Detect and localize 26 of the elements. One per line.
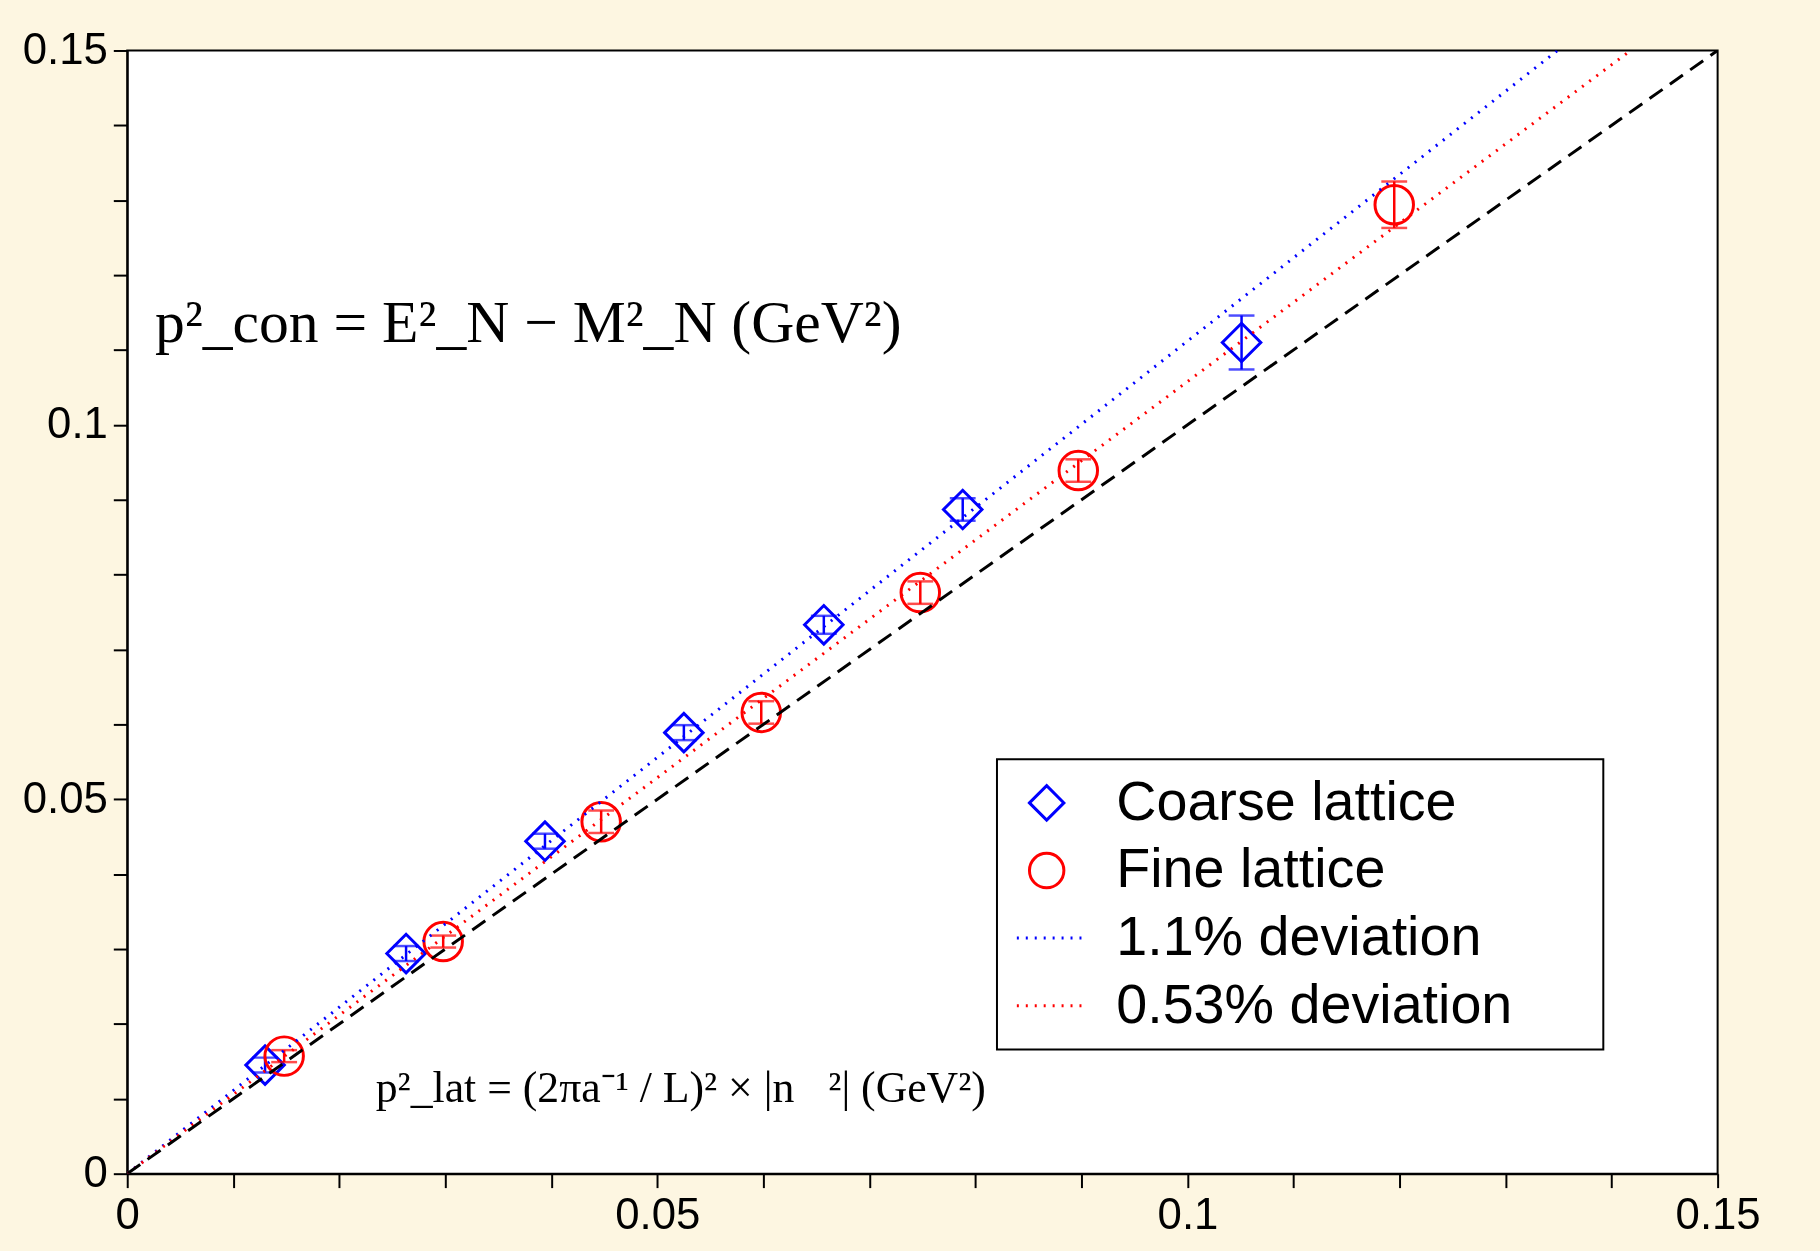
point [740, 691, 782, 734]
x-tick-label: 0.05 [615, 1188, 701, 1238]
x-tick-label: 0.15 [1675, 1188, 1761, 1238]
y-tick-label: 0.1 [47, 398, 108, 448]
legend-label: Coarse lattice [1116, 769, 1457, 832]
point [422, 920, 464, 963]
y-tick-label: 0.15 [22, 23, 108, 73]
x-tick-label: 0 [115, 1188, 140, 1238]
point [941, 488, 984, 531]
point [385, 932, 427, 975]
point [524, 820, 566, 862]
legend-label: 0.53% deviation [1116, 972, 1513, 1035]
point [1373, 184, 1415, 226]
x-axis-title: p²_lat = (2πa⁻¹ / L)² × |n⃗²| (GeV²) [375, 1063, 986, 1113]
y-tick-label: 0 [83, 1147, 108, 1197]
point [1220, 321, 1263, 364]
y-axis-title: p²_con = E²_N − M²_N (GeV²) [155, 288, 902, 355]
legend-label: Fine lattice [1116, 837, 1386, 900]
legend-label: 1.1% deviation [1116, 905, 1482, 968]
point [263, 1035, 305, 1077]
point [803, 604, 845, 646]
y-tick-label: 0.05 [22, 772, 108, 822]
x-tick-label: 0.1 [1157, 1188, 1219, 1238]
point [899, 571, 942, 614]
point [1057, 449, 1100, 492]
point [663, 711, 705, 754]
